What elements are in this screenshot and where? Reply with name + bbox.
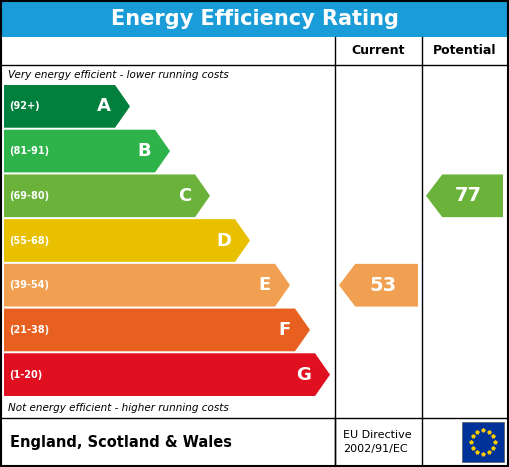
Text: (81-91): (81-91) xyxy=(9,146,49,156)
Text: Not energy efficient - higher running costs: Not energy efficient - higher running co… xyxy=(8,403,229,413)
Text: (1-20): (1-20) xyxy=(9,370,42,380)
Polygon shape xyxy=(4,264,290,306)
Polygon shape xyxy=(426,175,503,217)
Text: Potential: Potential xyxy=(433,44,496,57)
Polygon shape xyxy=(4,309,310,351)
Text: 2002/91/EC: 2002/91/EC xyxy=(343,444,408,454)
Text: 77: 77 xyxy=(455,186,482,205)
Text: EU Directive: EU Directive xyxy=(343,430,412,440)
Text: A: A xyxy=(97,97,111,115)
Text: (55-68): (55-68) xyxy=(9,235,49,246)
Polygon shape xyxy=(4,85,130,127)
Polygon shape xyxy=(4,354,330,396)
Text: D: D xyxy=(216,232,231,249)
Text: F: F xyxy=(279,321,291,339)
Bar xyxy=(1,1,508,37)
Text: C: C xyxy=(178,187,191,205)
Text: E: E xyxy=(259,276,271,294)
Text: (39-54): (39-54) xyxy=(9,280,49,290)
Text: 53: 53 xyxy=(369,276,396,295)
Polygon shape xyxy=(4,130,170,172)
Bar xyxy=(462,422,504,462)
Text: England, Scotland & Wales: England, Scotland & Wales xyxy=(10,434,232,450)
Text: (92+): (92+) xyxy=(9,101,40,111)
Text: G: G xyxy=(296,366,311,384)
Text: (21-38): (21-38) xyxy=(9,325,49,335)
Text: (69-80): (69-80) xyxy=(9,191,49,201)
Polygon shape xyxy=(339,264,418,306)
Text: Current: Current xyxy=(352,44,405,57)
Polygon shape xyxy=(4,175,210,217)
Text: Very energy efficient - lower running costs: Very energy efficient - lower running co… xyxy=(8,70,229,80)
Text: B: B xyxy=(137,142,151,160)
Text: Energy Efficiency Rating: Energy Efficiency Rating xyxy=(110,9,399,29)
Polygon shape xyxy=(4,219,250,262)
